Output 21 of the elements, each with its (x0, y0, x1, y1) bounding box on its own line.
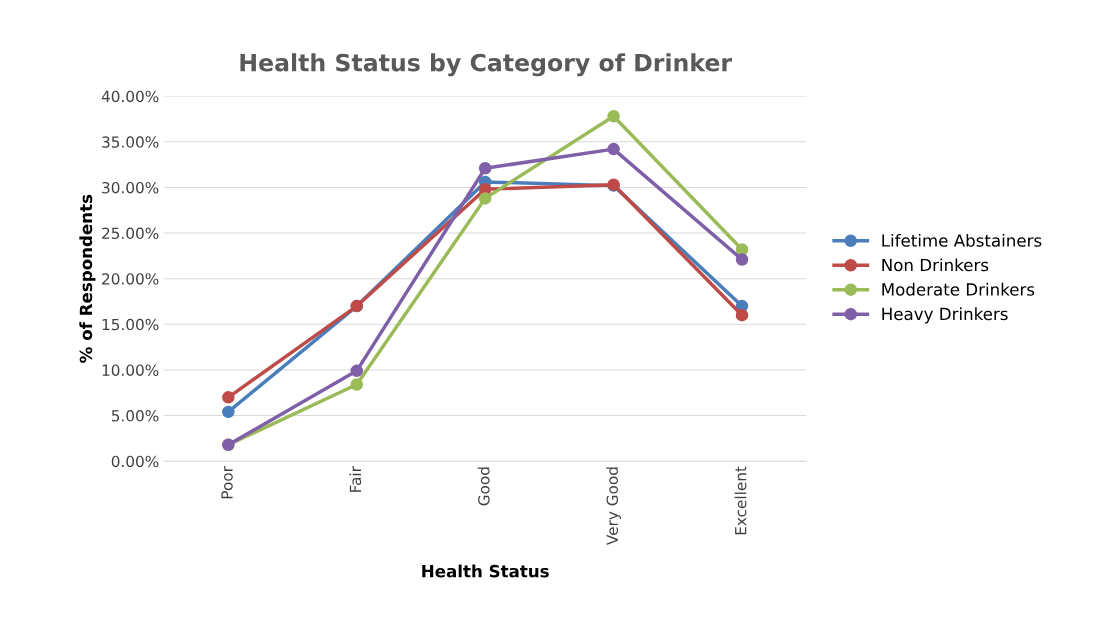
x-axis-title: Health Status (422, 564, 549, 578)
y-axis-title: % of Respondents (79, 194, 96, 363)
y-tick-label: 20.00% (102, 273, 159, 285)
x-tick-label: Very Good (606, 467, 621, 546)
x-tick-label: Excellent (734, 466, 747, 535)
y-tick-label: 35.00% (102, 136, 159, 148)
legend-label: Lifetime Abstainers (882, 233, 1042, 247)
y-tick-label: 10.00% (102, 364, 159, 376)
y-tick-label: 40.00% (101, 90, 159, 103)
y-tick-label: 5.00% (111, 410, 159, 422)
y-tick-label: 30.00% (102, 181, 159, 194)
x-tick-label: Fair (349, 466, 362, 492)
y-tick-label: 15.00% (102, 318, 159, 331)
legend-label: Heavy Drinkers (882, 307, 1008, 324)
x-tick-label: Poor (221, 466, 233, 499)
y-tick-label: 25.00% (102, 227, 159, 240)
legend-label: Moderate Drinkers (882, 282, 1035, 296)
x-tick-label: Good (477, 467, 490, 506)
legend-label: Non Drinkers (882, 258, 989, 272)
chart-title: Health Status by Category of Drinker (240, 53, 732, 77)
y-tick-label: 0.00% (111, 455, 159, 468)
